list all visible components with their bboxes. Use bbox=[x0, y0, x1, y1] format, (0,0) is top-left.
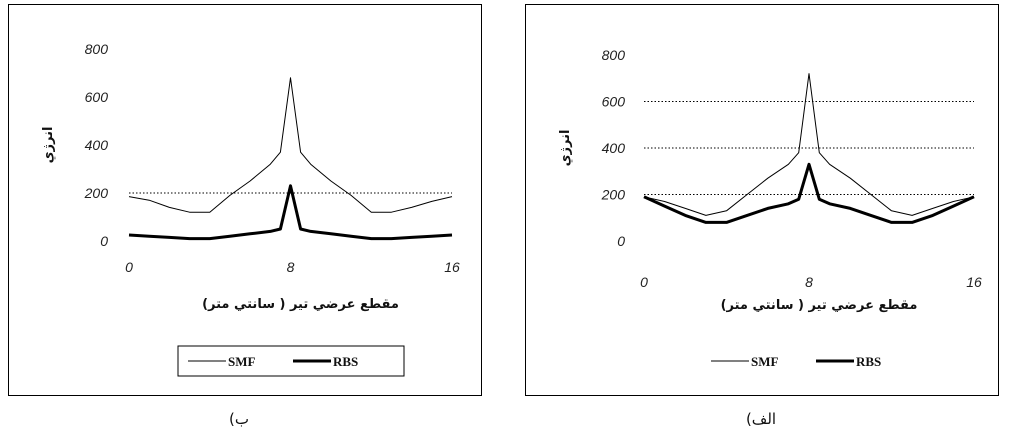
legend-label-rbs: RBS bbox=[856, 354, 881, 369]
y-axis-label: انرژي bbox=[558, 130, 573, 167]
x-tick-label: 8 bbox=[287, 259, 295, 275]
series-line-rbs bbox=[128, 184, 453, 241]
y-tick-label: 200 bbox=[601, 187, 626, 203]
chart-svg-alef: 0 200 400 600 800 0 8 16 مقطع عرضي تير ( سانتي م… bbox=[558, 47, 982, 369]
y-tick-label: 600 bbox=[602, 94, 626, 110]
x-tick-label: 8 bbox=[805, 274, 813, 290]
y-tick-label: 600 bbox=[85, 89, 109, 105]
series-line-smf bbox=[643, 73, 975, 216]
chart-frame bbox=[8, 4, 482, 396]
panel-caption-alef: الف) bbox=[745, 410, 777, 428]
x-axis-label: مقطع عرضي تير ( سانتي متر) bbox=[202, 297, 399, 312]
legend-label-smf: SMF bbox=[228, 354, 256, 369]
x-axis-label: مقطع عرضي تير ( سانتي متر) bbox=[721, 298, 918, 313]
legend-label-smf: SMF bbox=[751, 354, 779, 369]
series-line-rbs bbox=[643, 162, 975, 224]
x-tick-label: 0 bbox=[640, 274, 648, 290]
y-tick-label: 800 bbox=[602, 47, 626, 63]
y-tick-label: 0 bbox=[617, 233, 625, 249]
y-tick-label: 400 bbox=[602, 140, 626, 156]
panel-caption-b: ب) bbox=[229, 410, 249, 428]
y-axis-label: انرژي bbox=[41, 127, 56, 164]
chart-frame bbox=[525, 4, 999, 396]
chart-panel-alef: 0 200 400 600 800 0 8 16 مقطع عرضي تير ( سانتي م… bbox=[521, 0, 1007, 442]
y-tick-label: 200 bbox=[84, 185, 109, 201]
x-tick-label: 16 bbox=[966, 274, 982, 290]
chart-panel-b: 0 200 400 600 800 0 8 16 مقطع عرضي تير ( سانتي م… bbox=[4, 0, 490, 442]
legend-label-rbs: RBS bbox=[333, 354, 358, 369]
chart-svg-b: 0 200 400 600 800 0 8 16 مقطع عرضي تير ( سانتي م… bbox=[41, 41, 460, 377]
y-tick-label: 0 bbox=[100, 233, 108, 249]
y-tick-label: 400 bbox=[85, 137, 109, 153]
x-tick-label: 0 bbox=[125, 259, 133, 275]
series-line-smf bbox=[128, 77, 453, 213]
y-tick-label: 800 bbox=[85, 41, 109, 57]
x-tick-label: 16 bbox=[444, 259, 460, 275]
